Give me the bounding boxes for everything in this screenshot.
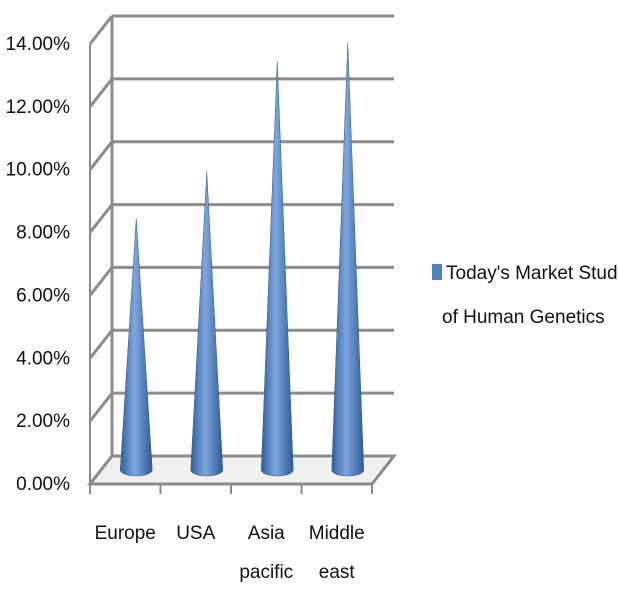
cone-body [190,171,224,477]
y-tick-label: 8.00% [16,223,70,244]
gridline-slant [88,15,114,45]
y-tick-label: 2.00% [16,411,70,432]
gridline-slant [88,266,114,297]
cone-body [331,42,365,477]
x-category-label: Middle [309,523,365,544]
y-tick-label: 14.00% [6,34,71,55]
data-marks [119,42,365,477]
cone-body [260,61,294,477]
x-category-label: east [319,562,356,583]
gridline-slant [88,329,114,360]
cone-bar [260,61,294,477]
legend: Today's Market Study of Human Genetics [432,263,618,328]
y-tick-label: 6.00% [16,285,70,306]
y-tick-label: 0.00% [16,474,70,495]
cone-bar [119,218,153,477]
y-tick-label: 4.00% [16,348,70,369]
x-category-label: pacific [239,562,293,583]
x-category-label: USA [176,523,215,544]
gridline-slant [88,392,114,423]
y-tick-label: 12.00% [6,97,71,118]
cone-body [119,218,153,477]
x-category-label: Europe [95,523,156,544]
gridline-slant [88,77,114,108]
x-category-label: Asia [248,523,285,544]
axes [89,16,373,494]
legend-label: of Human Genetics [442,307,605,328]
legend-swatch [432,264,442,280]
gridline-slant [88,455,114,485]
cone-bar [190,171,224,477]
cone-bar [331,42,365,477]
gridline-slant [88,140,114,171]
tick-labels: 0.00% 2.00% 4.00% 6.00% 8.00% 10.00% 12.00% 14.… [6,34,365,583]
y-tick-label: 10.00% [6,160,71,181]
legend-label: Today's Market Study [446,263,618,284]
gridline-slant [88,203,114,234]
